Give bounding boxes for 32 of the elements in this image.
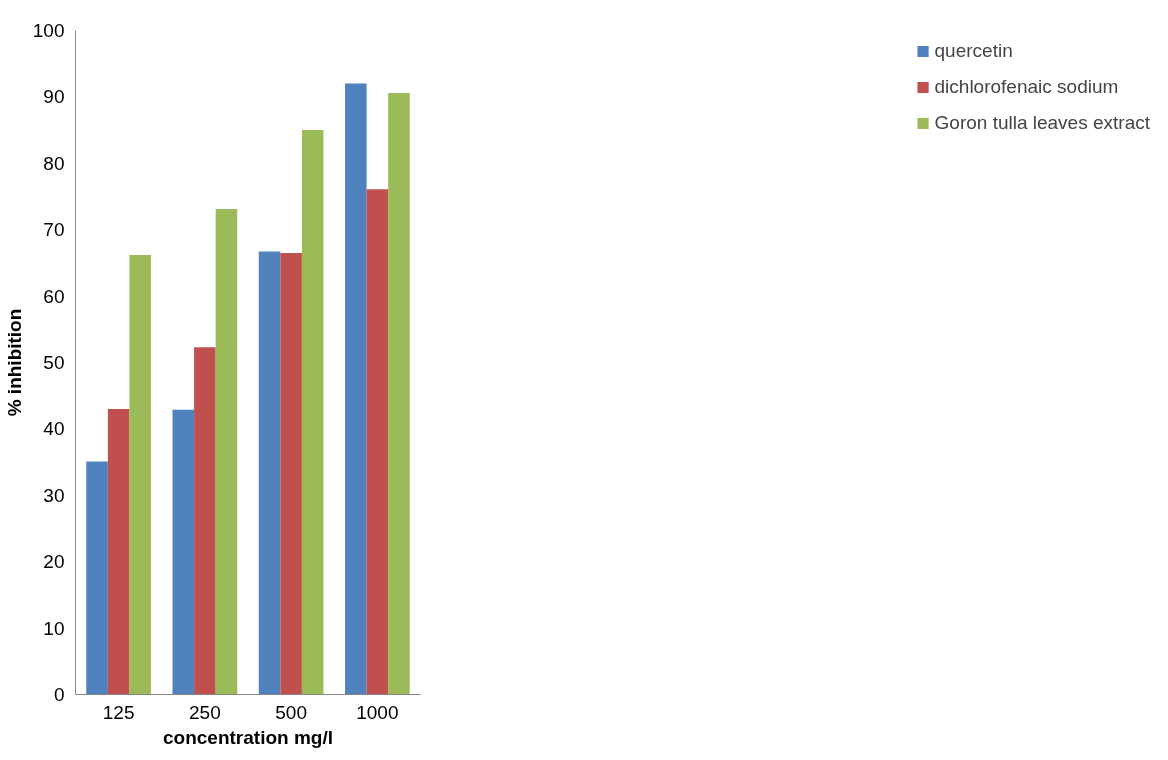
bar bbox=[194, 347, 216, 695]
y-tick-label: 70 bbox=[43, 219, 65, 241]
bar bbox=[86, 461, 108, 695]
bar bbox=[301, 130, 324, 695]
y-tick-label: 50 bbox=[43, 352, 65, 373]
y-axis-title: % inhibition bbox=[3, 308, 25, 417]
y-tick-label: 60 bbox=[43, 285, 65, 307]
bar bbox=[280, 252, 302, 695]
y-tick-label: 0 bbox=[53, 684, 65, 705]
bar bbox=[172, 409, 195, 695]
bar bbox=[388, 92, 410, 695]
x-axis-title: concentration mg/l bbox=[163, 726, 333, 748]
legend-label: Goron tulla leaves extract bbox=[934, 112, 1150, 134]
x-tick-label: 125 bbox=[102, 701, 135, 723]
y-tick-label: 100 bbox=[32, 20, 65, 41]
bar bbox=[107, 408, 130, 695]
bar bbox=[215, 209, 238, 695]
y-tick-label: 80 bbox=[43, 152, 65, 174]
legend-label: quercetin bbox=[934, 40, 1013, 62]
bar bbox=[345, 83, 367, 695]
x-tick-label: 1000 bbox=[356, 701, 399, 723]
y-tick-label: 90 bbox=[43, 86, 65, 108]
x-tick-label: 250 bbox=[189, 701, 221, 723]
y-tick-label: 40 bbox=[43, 418, 65, 440]
y-tick-label: 30 bbox=[43, 484, 65, 506]
legend-label: dichlorofenaic sodium bbox=[934, 76, 1119, 98]
bar bbox=[129, 254, 151, 695]
y-tick-label: 20 bbox=[43, 551, 65, 573]
bar bbox=[366, 189, 389, 695]
y-tick-label: 10 bbox=[43, 617, 65, 639]
x-tick-label: 500 bbox=[275, 701, 307, 723]
bar bbox=[258, 251, 281, 695]
